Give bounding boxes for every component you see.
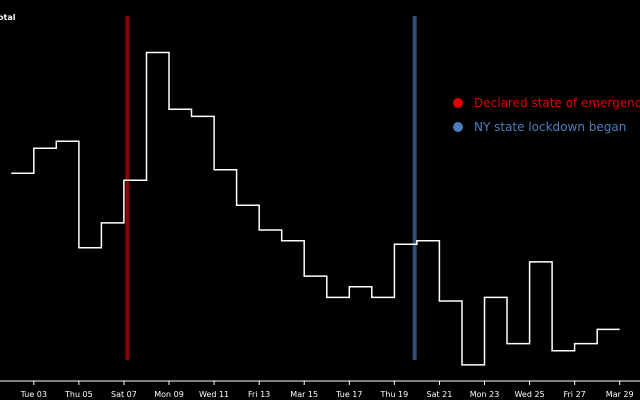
- y-axis-label: otal: [0, 13, 16, 22]
- series-step-line: [11, 51, 620, 366]
- x-tick-label: Sat 21: [427, 390, 453, 399]
- x-axis: Tue 03 Thu 05 Sat 07 Mon 09 Wed 11 Fri 13 Mar …: [0, 380, 640, 399]
- x-tick-label: Mon 23: [470, 390, 500, 399]
- x-tick-label: Wed 11: [199, 390, 229, 399]
- x-tick-label: Wed 25: [514, 390, 544, 399]
- legend-marker-1: [453, 98, 463, 108]
- legend-label-2: NY state lockdown began: [474, 120, 626, 134]
- x-tick-label: Tue 03: [20, 390, 47, 399]
- x-tick-label: Mon 09: [154, 390, 184, 399]
- legend: Declared state of emergency fo NY state l…: [453, 96, 640, 134]
- x-tick-label: Fri 27: [564, 390, 586, 399]
- legend-label-1: Declared state of emergency fo: [474, 96, 640, 110]
- x-tick-label: Fri 13: [248, 390, 270, 399]
- x-tick-label: Tue 17: [335, 390, 362, 399]
- x-tick-label: Mar 15: [290, 390, 318, 399]
- x-tick-label: Sat 07: [111, 390, 137, 399]
- legend-marker-2: [453, 122, 463, 132]
- x-tick-label: Mar 29: [606, 390, 634, 399]
- event-lines: [125, 16, 417, 360]
- x-tick-label: Thu 19: [379, 390, 408, 399]
- x-tick-label: Thu 05: [64, 390, 93, 399]
